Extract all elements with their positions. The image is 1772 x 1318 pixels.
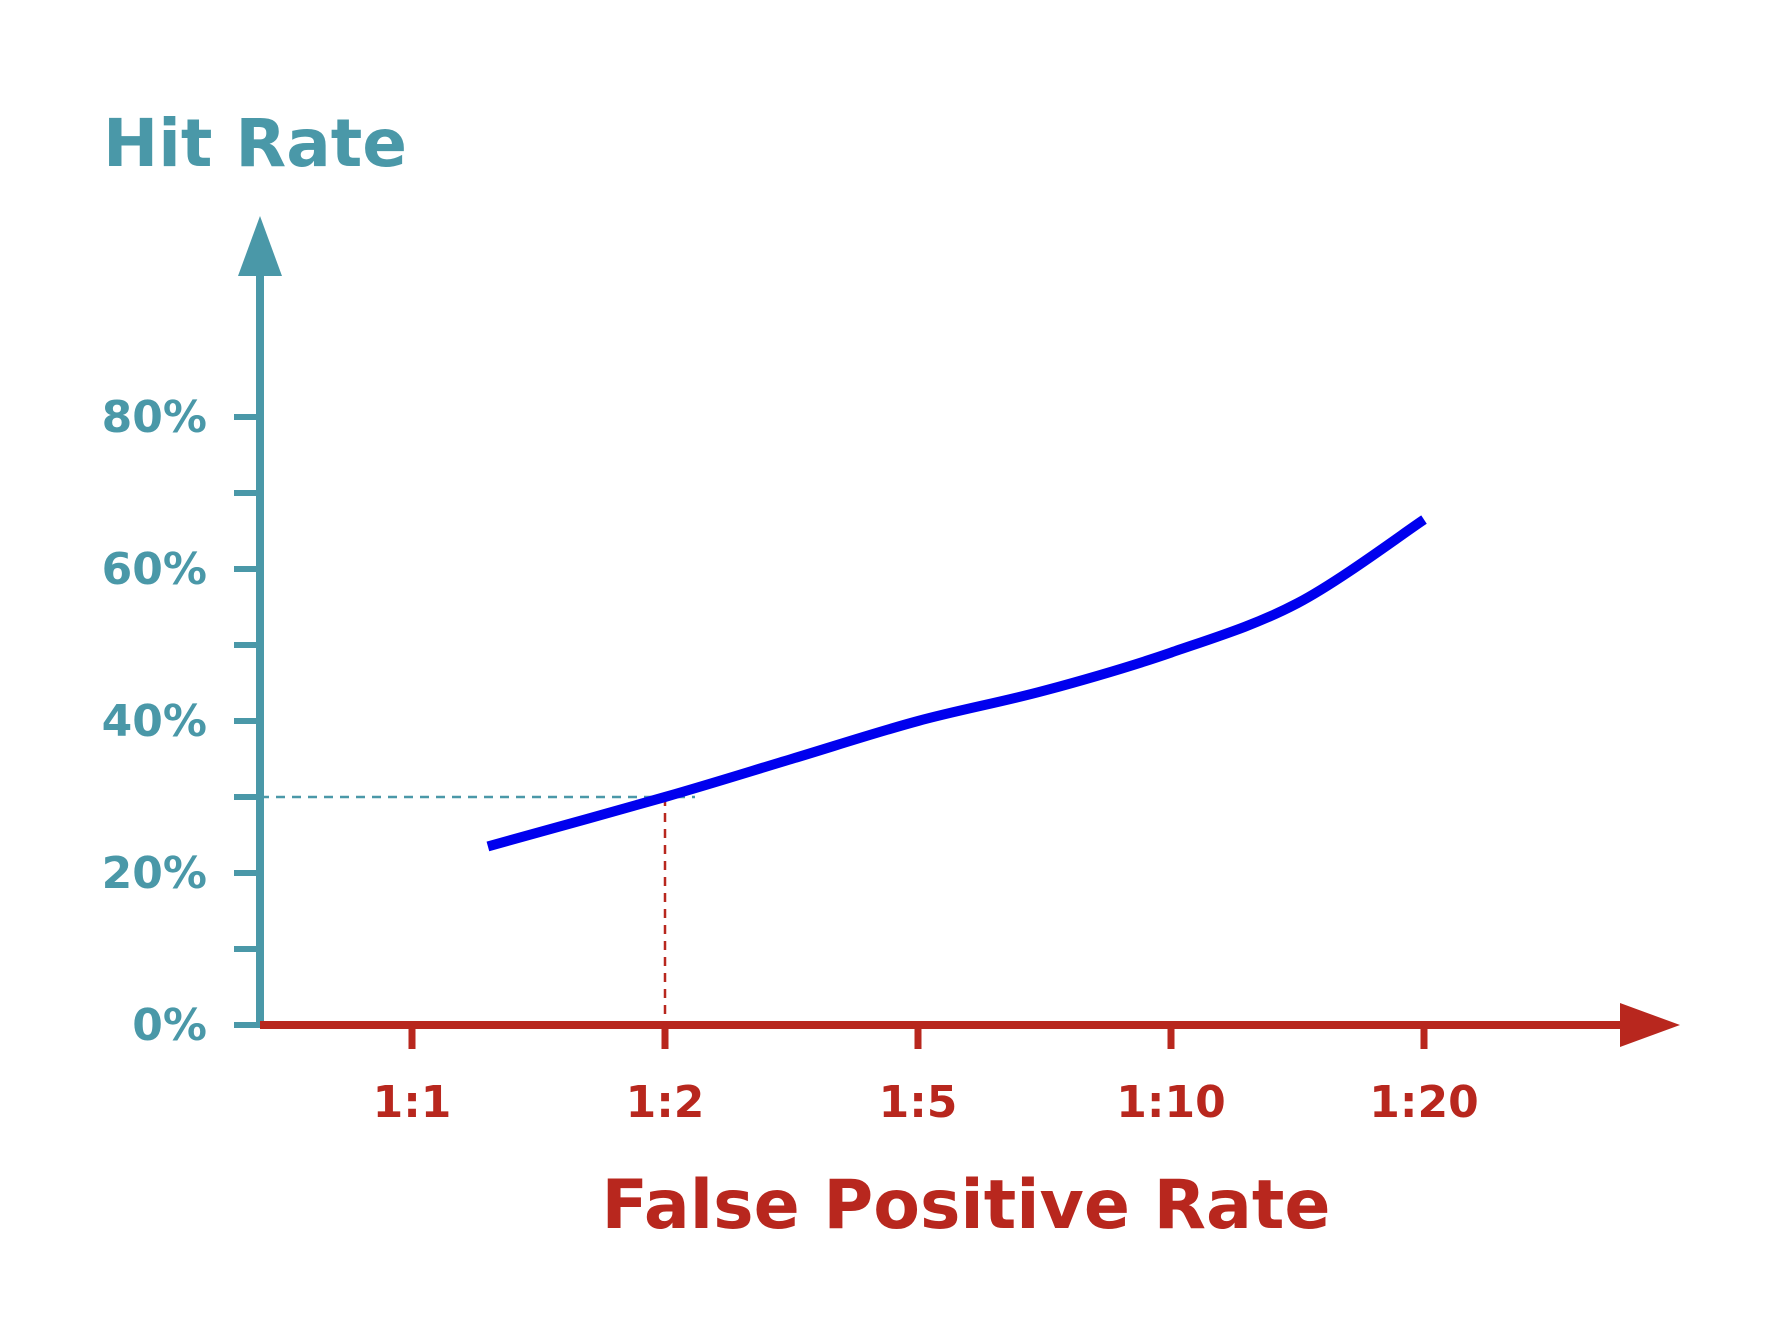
y-tick-label: 0%: [132, 1000, 207, 1051]
x-tick-label: 1:2: [626, 1077, 705, 1128]
y-axis-title: Hit Rate: [103, 105, 407, 182]
x-tick-label: 1:5: [879, 1077, 958, 1128]
x-axis-title: False Positive Rate: [601, 1166, 1330, 1245]
x-tick-label: 1:1: [373, 1077, 452, 1128]
y-tick-label: 40%: [102, 696, 207, 747]
y-axis-arrow: [238, 216, 282, 276]
x-tick-label: 1:10: [1116, 1077, 1225, 1128]
y-tick-label: 60%: [102, 544, 207, 595]
x-tick-label: 1:20: [1369, 1077, 1478, 1128]
y-tick-label: 20%: [102, 848, 207, 899]
series-line: [486, 515, 1427, 852]
plot-area: 0% 20% 40% 60% 80% 1:1 1:2 1:5 1:10 1:20: [102, 216, 1680, 1128]
y-tick-label: 80%: [102, 392, 207, 443]
x-axis-arrow: [1620, 1003, 1680, 1047]
